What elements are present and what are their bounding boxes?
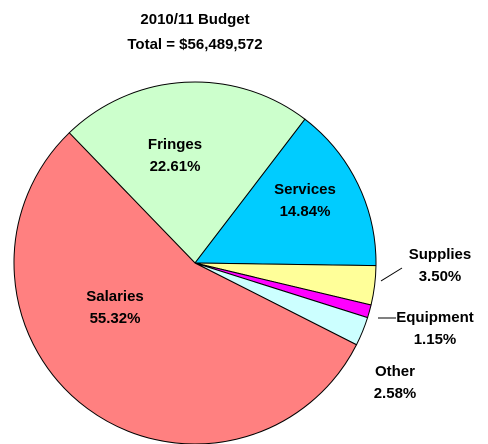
chart-title: Total = $56,489,572 bbox=[127, 36, 262, 53]
value-label: 3.50% bbox=[419, 268, 462, 285]
slice-label: Salaries bbox=[86, 288, 144, 305]
slice-label: Other bbox=[375, 363, 415, 380]
value-label: 55.32% bbox=[90, 310, 141, 327]
slice-label: Equipment bbox=[396, 309, 474, 326]
leader-line bbox=[380, 267, 403, 282]
pie-slice bbox=[68, 81, 306, 264]
value-label: 22.61% bbox=[150, 158, 201, 175]
pie-slice bbox=[193, 118, 377, 267]
pie-slice bbox=[13, 132, 358, 444]
value-label: 14.84% bbox=[280, 203, 331, 220]
slice-label: Services bbox=[274, 181, 336, 198]
value-label: 1.15% bbox=[414, 331, 457, 348]
slice-label: Supplies bbox=[409, 246, 472, 263]
value-label: 2.58% bbox=[374, 385, 417, 402]
chart-title: 2010/11 Budget bbox=[140, 11, 249, 28]
slice-label: Fringes bbox=[148, 136, 202, 153]
